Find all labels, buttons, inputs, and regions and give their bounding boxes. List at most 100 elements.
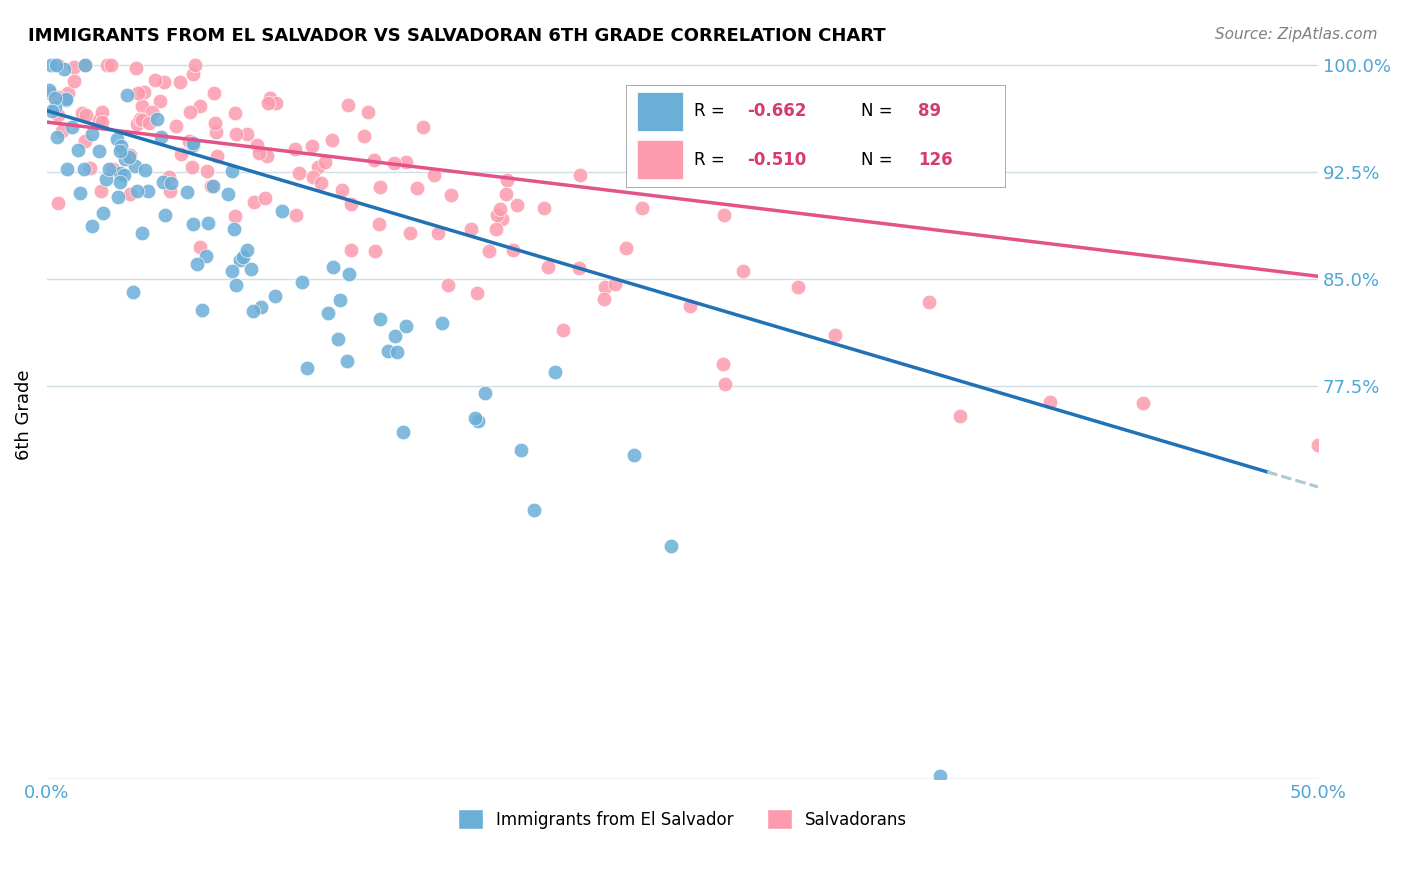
Point (159, 184, 181, 198)
Point (229, 252, 252, 267)
Point (107, 190, 129, 204)
Point (152, 175, 174, 189)
Point (217, 187, 239, 202)
Point (253, 191, 276, 205)
Point (259, 91, 281, 105)
Point (224, 106, 246, 120)
Point (205, 125, 228, 139)
Point (204, 86, 226, 100)
Text: 89: 89 (918, 103, 941, 120)
Point (225, 278, 247, 293)
Point (155, 208, 177, 222)
Point (176, 186, 198, 200)
Point (165, 119, 187, 133)
Point (291, 275, 314, 289)
Point (246, 138, 269, 153)
Point (94, 172, 117, 186)
Point (533, 201, 555, 215)
Point (432, 316, 454, 330)
Point (593, 292, 616, 306)
Point (284, 142, 307, 156)
Point (120, 186, 142, 201)
Point (423, 168, 446, 182)
Point (295, 360, 318, 375)
Point (465, 285, 488, 300)
Point (132, 85, 155, 99)
Point (322, 260, 344, 274)
Point (551, 323, 574, 337)
Point (460, 221, 482, 235)
Y-axis label: 6th Grade: 6th Grade (15, 369, 32, 460)
Bar (637, 140, 683, 179)
Point (183, 217, 205, 231)
Point (382, 155, 405, 169)
Point (125, 117, 148, 131)
Point (1132, 396, 1154, 410)
Point (46, 58, 69, 72)
Point (264, 95, 287, 110)
Point (195, 164, 218, 178)
Point (122, 285, 145, 300)
Point (222, 222, 245, 236)
Point (486, 208, 509, 222)
Point (502, 244, 524, 258)
Point (181, 136, 204, 151)
Point (87, 144, 110, 158)
Point (659, 539, 682, 553)
Point (45, 129, 67, 144)
Point (70, 106, 93, 120)
Point (179, 105, 201, 120)
Text: -0.510: -0.510 (747, 151, 807, 169)
Point (314, 155, 336, 169)
Point (679, 299, 702, 313)
Point (38, 83, 60, 97)
Point (80, 127, 103, 141)
Point (236, 244, 259, 258)
Point (149, 94, 172, 108)
Point (150, 130, 173, 145)
Point (264, 288, 287, 302)
Point (242, 194, 264, 209)
Point (242, 303, 264, 318)
Point (188, 99, 211, 113)
Point (398, 227, 420, 241)
Point (194, 248, 217, 262)
Text: Source: ZipAtlas.com: Source: ZipAtlas.com (1215, 27, 1378, 42)
Point (368, 312, 391, 326)
Point (332, 183, 354, 197)
Point (731, 264, 754, 278)
Point (316, 306, 339, 320)
Point (491, 211, 513, 226)
Bar (637, 92, 683, 131)
Point (125, 184, 148, 198)
Point (329, 293, 352, 307)
Point (948, 409, 970, 424)
Point (496, 172, 519, 186)
Point (201, 179, 224, 194)
Point (221, 164, 243, 178)
Point (384, 328, 406, 343)
Point (918, 294, 941, 309)
Point (184, 58, 207, 72)
Point (110, 138, 132, 153)
Point (51, 124, 73, 138)
Point (114, 152, 136, 166)
Point (593, 280, 616, 294)
Point (207, 149, 229, 163)
Point (79, 161, 101, 175)
Point (236, 127, 259, 141)
Point (131, 226, 153, 240)
Point (326, 332, 349, 346)
Point (309, 177, 332, 191)
Point (224, 209, 246, 223)
Point (38, 86, 60, 100)
Point (385, 344, 408, 359)
Point (221, 263, 243, 277)
Point (367, 217, 389, 231)
Point (200, 178, 222, 193)
Point (357, 104, 380, 119)
Point (623, 448, 645, 462)
Point (127, 87, 149, 101)
Point (340, 243, 363, 257)
Point (129, 112, 152, 127)
